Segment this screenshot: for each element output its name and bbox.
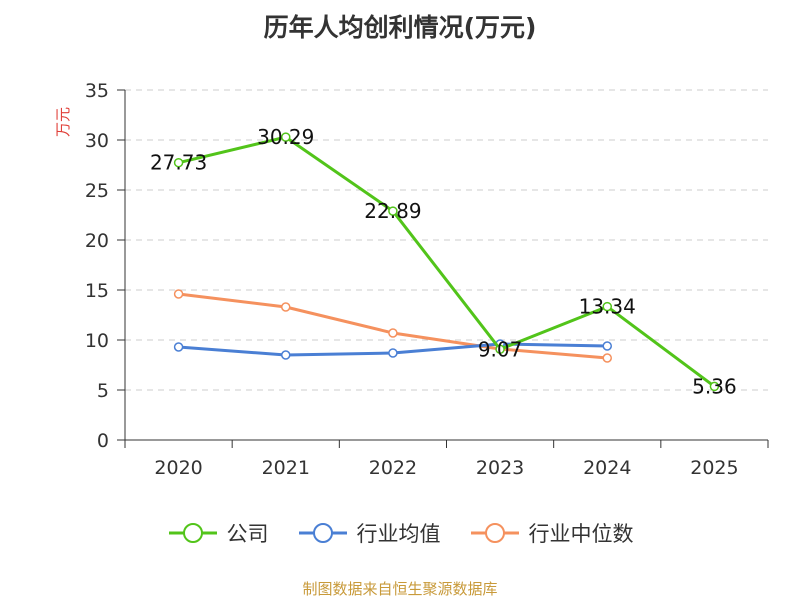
legend-marker [484, 523, 505, 543]
data-point [602, 341, 612, 351]
y-tick-label: 25 [85, 180, 109, 202]
data-point [281, 132, 291, 142]
data-point [602, 353, 612, 363]
legend: 公司 行业均值 行业中位数 [0, 518, 800, 548]
data-point [281, 350, 291, 360]
data-label: 13.34 [579, 295, 636, 319]
data-point [173, 157, 184, 168]
y-tick-label: 0 [97, 430, 109, 452]
data-point [388, 348, 398, 358]
legend-swatch [298, 523, 347, 543]
data-label: 22.89 [364, 199, 421, 223]
legend-item[interactable]: 行业中位数 [469, 518, 634, 548]
series-line-0 [178, 135, 716, 388]
legend-label: 公司 [226, 522, 269, 546]
grid-layer [125, 89, 768, 391]
x-tick-label: 2022 [369, 457, 417, 479]
data-point [709, 381, 720, 392]
y-tick-label: 15 [85, 280, 109, 302]
legend-item[interactable]: 公司 [167, 518, 269, 548]
legend-label: 行业均值 [356, 522, 441, 546]
x-tick-label: 2020 [154, 457, 202, 479]
data-label: 5.36 [692, 374, 737, 398]
data-point [173, 342, 184, 352]
data-point [388, 206, 398, 216]
x-tick-label: 2023 [476, 457, 524, 479]
source-note: 制图数据来自恒生聚源数据库 [302, 580, 498, 598]
series-layer [173, 132, 720, 392]
data-label: 30.29 [257, 125, 314, 149]
data-point [388, 328, 398, 338]
legend-label: 行业中位数 [528, 522, 634, 546]
data-label: 27.73 [150, 151, 207, 175]
y-tick-label: 10 [85, 330, 109, 352]
data-label: 9.07 [478, 337, 523, 361]
data-point [495, 344, 505, 355]
y-tick-label: 30 [85, 130, 109, 152]
x-tick-label: 2025 [690, 457, 738, 479]
y-tick-label: 35 [85, 80, 109, 102]
x-tick-label: 2024 [583, 457, 631, 479]
legend-marker [182, 523, 203, 543]
legend-swatch [470, 523, 519, 543]
x-tick-label: 2021 [262, 457, 310, 479]
data-label-layer: 27.73 30.29 22.89 9.07 13.34 5.36 [150, 125, 737, 398]
data-point [173, 289, 184, 299]
data-point [602, 301, 612, 312]
legend-marker [312, 523, 333, 543]
legend-swatch [168, 523, 217, 543]
y-tick-label: 5 [97, 380, 109, 402]
legend-item[interactable]: 行业均值 [297, 518, 441, 548]
chart-title: 历年人均创利情况(万元) [263, 13, 537, 42]
y-axis-label: 万元 [54, 107, 72, 137]
y-tick-label: 20 [85, 230, 109, 252]
data-point [281, 302, 291, 312]
